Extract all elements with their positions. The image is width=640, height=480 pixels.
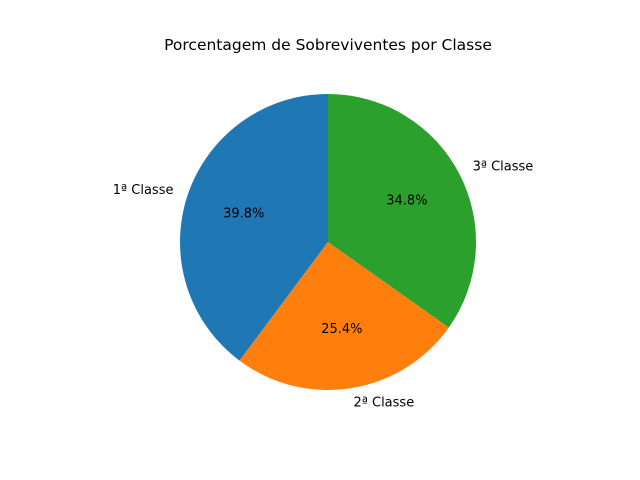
slice-category-label: 1ª Classe bbox=[113, 183, 174, 198]
pie-slices bbox=[180, 94, 477, 390]
slice-3 bbox=[328, 94, 477, 328]
slice-percentage-label: 39.8% bbox=[223, 207, 264, 222]
slice-percentage-label: 34.8% bbox=[386, 194, 427, 209]
slice-1 bbox=[180, 94, 328, 361]
slice-category-label: 2ª Classe bbox=[353, 395, 414, 410]
slice-percentage-label: 25.4% bbox=[321, 322, 362, 337]
pie-labels: 39.8% 1ª Classe 25.4% 2ª Classe 34.8% 3ª Clas… bbox=[113, 160, 534, 411]
slice-category-label: 3ª Classe bbox=[473, 160, 534, 175]
slice-2 bbox=[239, 242, 449, 390]
chart-title: Porcentagem de Sobreviventes por Classe bbox=[164, 36, 492, 54]
